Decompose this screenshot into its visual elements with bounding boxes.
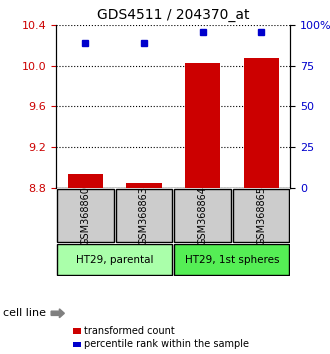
FancyBboxPatch shape [175, 244, 289, 275]
FancyBboxPatch shape [175, 189, 231, 242]
FancyBboxPatch shape [57, 244, 172, 275]
FancyBboxPatch shape [116, 189, 172, 242]
FancyBboxPatch shape [233, 189, 289, 242]
Text: GSM368865: GSM368865 [256, 186, 266, 245]
Bar [126, 183, 162, 188]
Text: percentile rank within the sample: percentile rank within the sample [84, 339, 249, 349]
FancyBboxPatch shape [57, 189, 114, 242]
Bar [185, 63, 220, 188]
Title: GDS4511 / 204370_at: GDS4511 / 204370_at [97, 8, 249, 22]
Bar [244, 58, 279, 188]
Bar [73, 328, 81, 334]
Text: GSM368864: GSM368864 [198, 186, 208, 245]
Text: cell line: cell line [3, 308, 46, 318]
FancyArrow shape [51, 309, 64, 318]
Text: GSM368863: GSM368863 [139, 186, 149, 245]
Text: HT29, parental: HT29, parental [76, 255, 153, 265]
Bar [73, 342, 81, 347]
Text: GSM368860: GSM368860 [81, 186, 90, 245]
Text: transformed count: transformed count [84, 326, 175, 336]
Bar [68, 175, 103, 188]
Text: HT29, 1st spheres: HT29, 1st spheres [184, 255, 279, 265]
